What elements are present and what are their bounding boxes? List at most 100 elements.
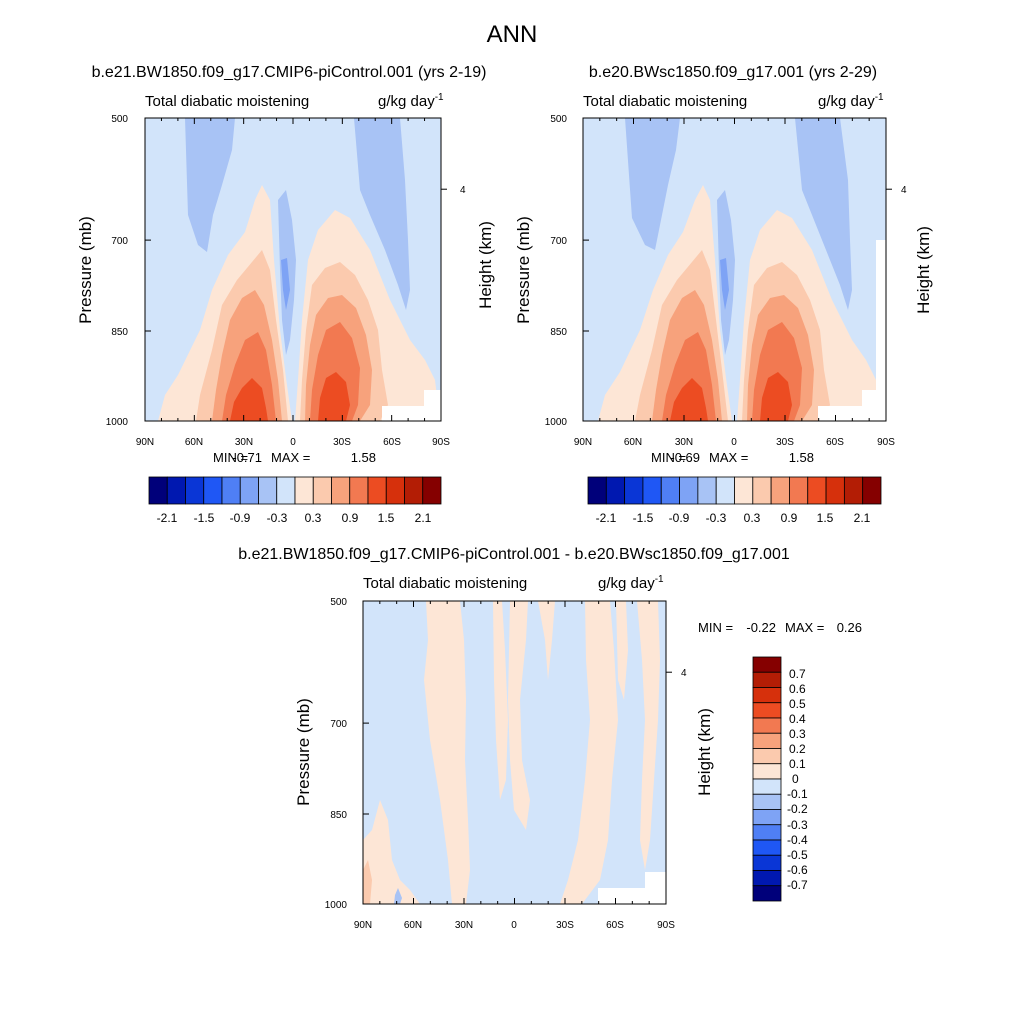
panel-1-colorbar-label: -0.3 bbox=[267, 511, 288, 525]
panel-3-y2tick: 4 bbox=[681, 668, 687, 679]
panel-1-min-value: -0.71 bbox=[232, 450, 262, 465]
panel-2-colorbar-label: 0.3 bbox=[744, 511, 761, 525]
panel-1-colorbar-swatch bbox=[221, 476, 241, 505]
panel-3-xtick: 30N bbox=[455, 920, 473, 931]
panel-3-colorbar-swatch bbox=[752, 809, 782, 826]
panel-2-colorbar-label: -1.5 bbox=[633, 511, 654, 525]
panel-3-ticks bbox=[362, 600, 672, 905]
panel-3-xtick: 60S bbox=[606, 920, 624, 931]
panel-1-xtick: 30N bbox=[235, 437, 253, 448]
panel-2: b.e20.BWsc1850.f09_g17.001 (yrs 2-29) To… bbox=[514, 64, 933, 525]
panel-3-plot-area bbox=[362, 600, 667, 905]
panel-2-colorbar-swatch bbox=[715, 476, 735, 505]
panel-3-colorbar-swatch bbox=[752, 671, 782, 688]
panel-2-colorbar-label: 2.1 bbox=[854, 511, 871, 525]
panel-1-colorbar-swatch bbox=[294, 476, 314, 505]
panel-1-colorbar-label: -2.1 bbox=[157, 511, 178, 525]
panel-1-xtick: 60S bbox=[383, 437, 401, 448]
panel-1-colorbar-swatch bbox=[422, 476, 442, 505]
panel-1-colorbar-swatch bbox=[331, 476, 351, 505]
panel-3-xtick: 0 bbox=[511, 920, 517, 931]
panel-3-ytick: 850 bbox=[330, 810, 347, 821]
panel-1-field-label: Total diabatic moistening bbox=[145, 93, 309, 110]
panel-3-colorbar-label: 0.6 bbox=[789, 682, 806, 696]
panel-3-colorbar bbox=[752, 656, 782, 902]
panel-3-colorbar-label: -0.2 bbox=[787, 802, 808, 816]
panel-1-xtick: 90N bbox=[136, 437, 154, 448]
panel-2-min-label: MIN = bbox=[651, 450, 686, 465]
panel-2-ytick: 700 bbox=[550, 236, 567, 247]
panel-1-colorbar-label: -0.9 bbox=[230, 511, 251, 525]
panel-2-colorbar-label: -2.1 bbox=[596, 511, 617, 525]
panel-3-min-value: -0.22 bbox=[746, 620, 776, 635]
panel-3-field-label: Total diabatic moistening bbox=[363, 575, 527, 592]
panel-3-colorbar-label: -0.1 bbox=[787, 787, 808, 801]
panel-3-colorbar-label: 0.3 bbox=[789, 727, 806, 741]
panel-1-title: b.e21.BW1850.f09_g17.CMIP6-piControl.001… bbox=[92, 64, 487, 81]
panel-3-ytick: 500 bbox=[330, 597, 347, 608]
panel-3-colorbar-label: 0.7 bbox=[789, 667, 806, 681]
panel-2-colorbar-label: 1.5 bbox=[817, 511, 834, 525]
panel-3-colorbar-swatch bbox=[752, 717, 782, 734]
panel-2-colorbar-swatch bbox=[862, 476, 882, 505]
panel-3-ytick: 1000 bbox=[325, 900, 348, 911]
panel-2-colorbar-swatch bbox=[587, 476, 607, 505]
panel-1-colorbar-label: 1.5 bbox=[378, 511, 395, 525]
panel-1-colorbar-swatch bbox=[312, 476, 332, 505]
panel-1-ytick: 850 bbox=[111, 327, 128, 338]
panel-2-ytick: 850 bbox=[550, 327, 567, 338]
panel-1-y2label: Height (km) bbox=[476, 221, 495, 309]
panel-2-colorbar-label: -0.9 bbox=[669, 511, 690, 525]
panel-1-ytick: 700 bbox=[111, 236, 128, 247]
panel-2-ytick: 1000 bbox=[545, 417, 568, 428]
panel-3-colorbar-label: -0.3 bbox=[787, 818, 808, 832]
panel-3-colorbar-swatch bbox=[752, 854, 782, 871]
panel-3-xtick: 90S bbox=[657, 920, 675, 931]
panel-3-colorbar-label: 0 bbox=[792, 772, 799, 786]
panel-2-xtick: 0 bbox=[731, 437, 737, 448]
panel-1-colorbar-swatch bbox=[148, 476, 168, 505]
panel-3-max-label: MAX = bbox=[785, 620, 824, 635]
panel-3-ylabel: Pressure (mb) bbox=[294, 698, 313, 806]
panel-1-ylabel: Pressure (mb) bbox=[76, 216, 95, 324]
panel-1-ytick: 1000 bbox=[106, 417, 129, 428]
panel-2-max-value: 1.58 bbox=[789, 450, 814, 465]
panel-2-ticks bbox=[582, 117, 892, 422]
panel-1-xtick: 30S bbox=[333, 437, 351, 448]
panel-2-colorbar-swatch bbox=[752, 476, 772, 505]
panel-2-colorbar-swatch bbox=[697, 476, 717, 505]
panel-3-colorbar-swatch bbox=[752, 687, 782, 704]
panel-1: b.e21.BW1850.f09_g17.CMIP6-piControl.001… bbox=[76, 64, 495, 525]
panel-3-colorbar-label: 0.1 bbox=[789, 757, 806, 771]
panel-3-y2label: Height (km) bbox=[695, 708, 714, 796]
panel-2-min-value: -0.69 bbox=[670, 450, 700, 465]
panel-1-y2tick: 4 bbox=[460, 185, 466, 196]
panel-3-colorbar-label: -0.6 bbox=[787, 863, 808, 877]
panel-2-units: g/kg day-1 bbox=[818, 92, 884, 110]
panel-1-colorbar bbox=[148, 476, 442, 505]
panel-1-min-label: MIN = bbox=[213, 450, 248, 465]
panel-1-colorbar-swatch bbox=[385, 476, 405, 505]
panel-3-colorbar-label: -0.7 bbox=[787, 878, 808, 892]
panel-1-colorbar-swatch bbox=[203, 476, 223, 505]
panel-2-colorbar-swatch bbox=[642, 476, 662, 505]
panel-1-units: g/kg day-1 bbox=[378, 92, 444, 110]
panel-1-colorbar-swatch bbox=[166, 476, 186, 505]
panel-2-y2label: Height (km) bbox=[914, 226, 933, 314]
panel-1-max-value: 1.58 bbox=[351, 450, 376, 465]
panel-2-field-label: Total diabatic moistening bbox=[583, 93, 747, 110]
panel-2-plot-area bbox=[582, 117, 887, 422]
panel-2-colorbar-swatch bbox=[660, 476, 680, 505]
panel-1-colorbar-swatch bbox=[349, 476, 369, 505]
panel-2-xtick: 90N bbox=[574, 437, 592, 448]
panel-2-ytick: 500 bbox=[550, 114, 567, 125]
panel-3-colorbar-label: 0.5 bbox=[789, 697, 806, 711]
panel-2-xtick: 90S bbox=[877, 437, 895, 448]
panel-2-max-label: MAX = bbox=[709, 450, 748, 465]
panel-1-colorbar-label: 0.3 bbox=[305, 511, 322, 525]
panel-1-plot-area bbox=[144, 117, 442, 422]
panel-1-colorbar-label: 2.1 bbox=[415, 511, 432, 525]
panel-1-colorbar-swatch bbox=[258, 476, 278, 505]
panel-3-units: g/kg day-1 bbox=[598, 574, 664, 592]
